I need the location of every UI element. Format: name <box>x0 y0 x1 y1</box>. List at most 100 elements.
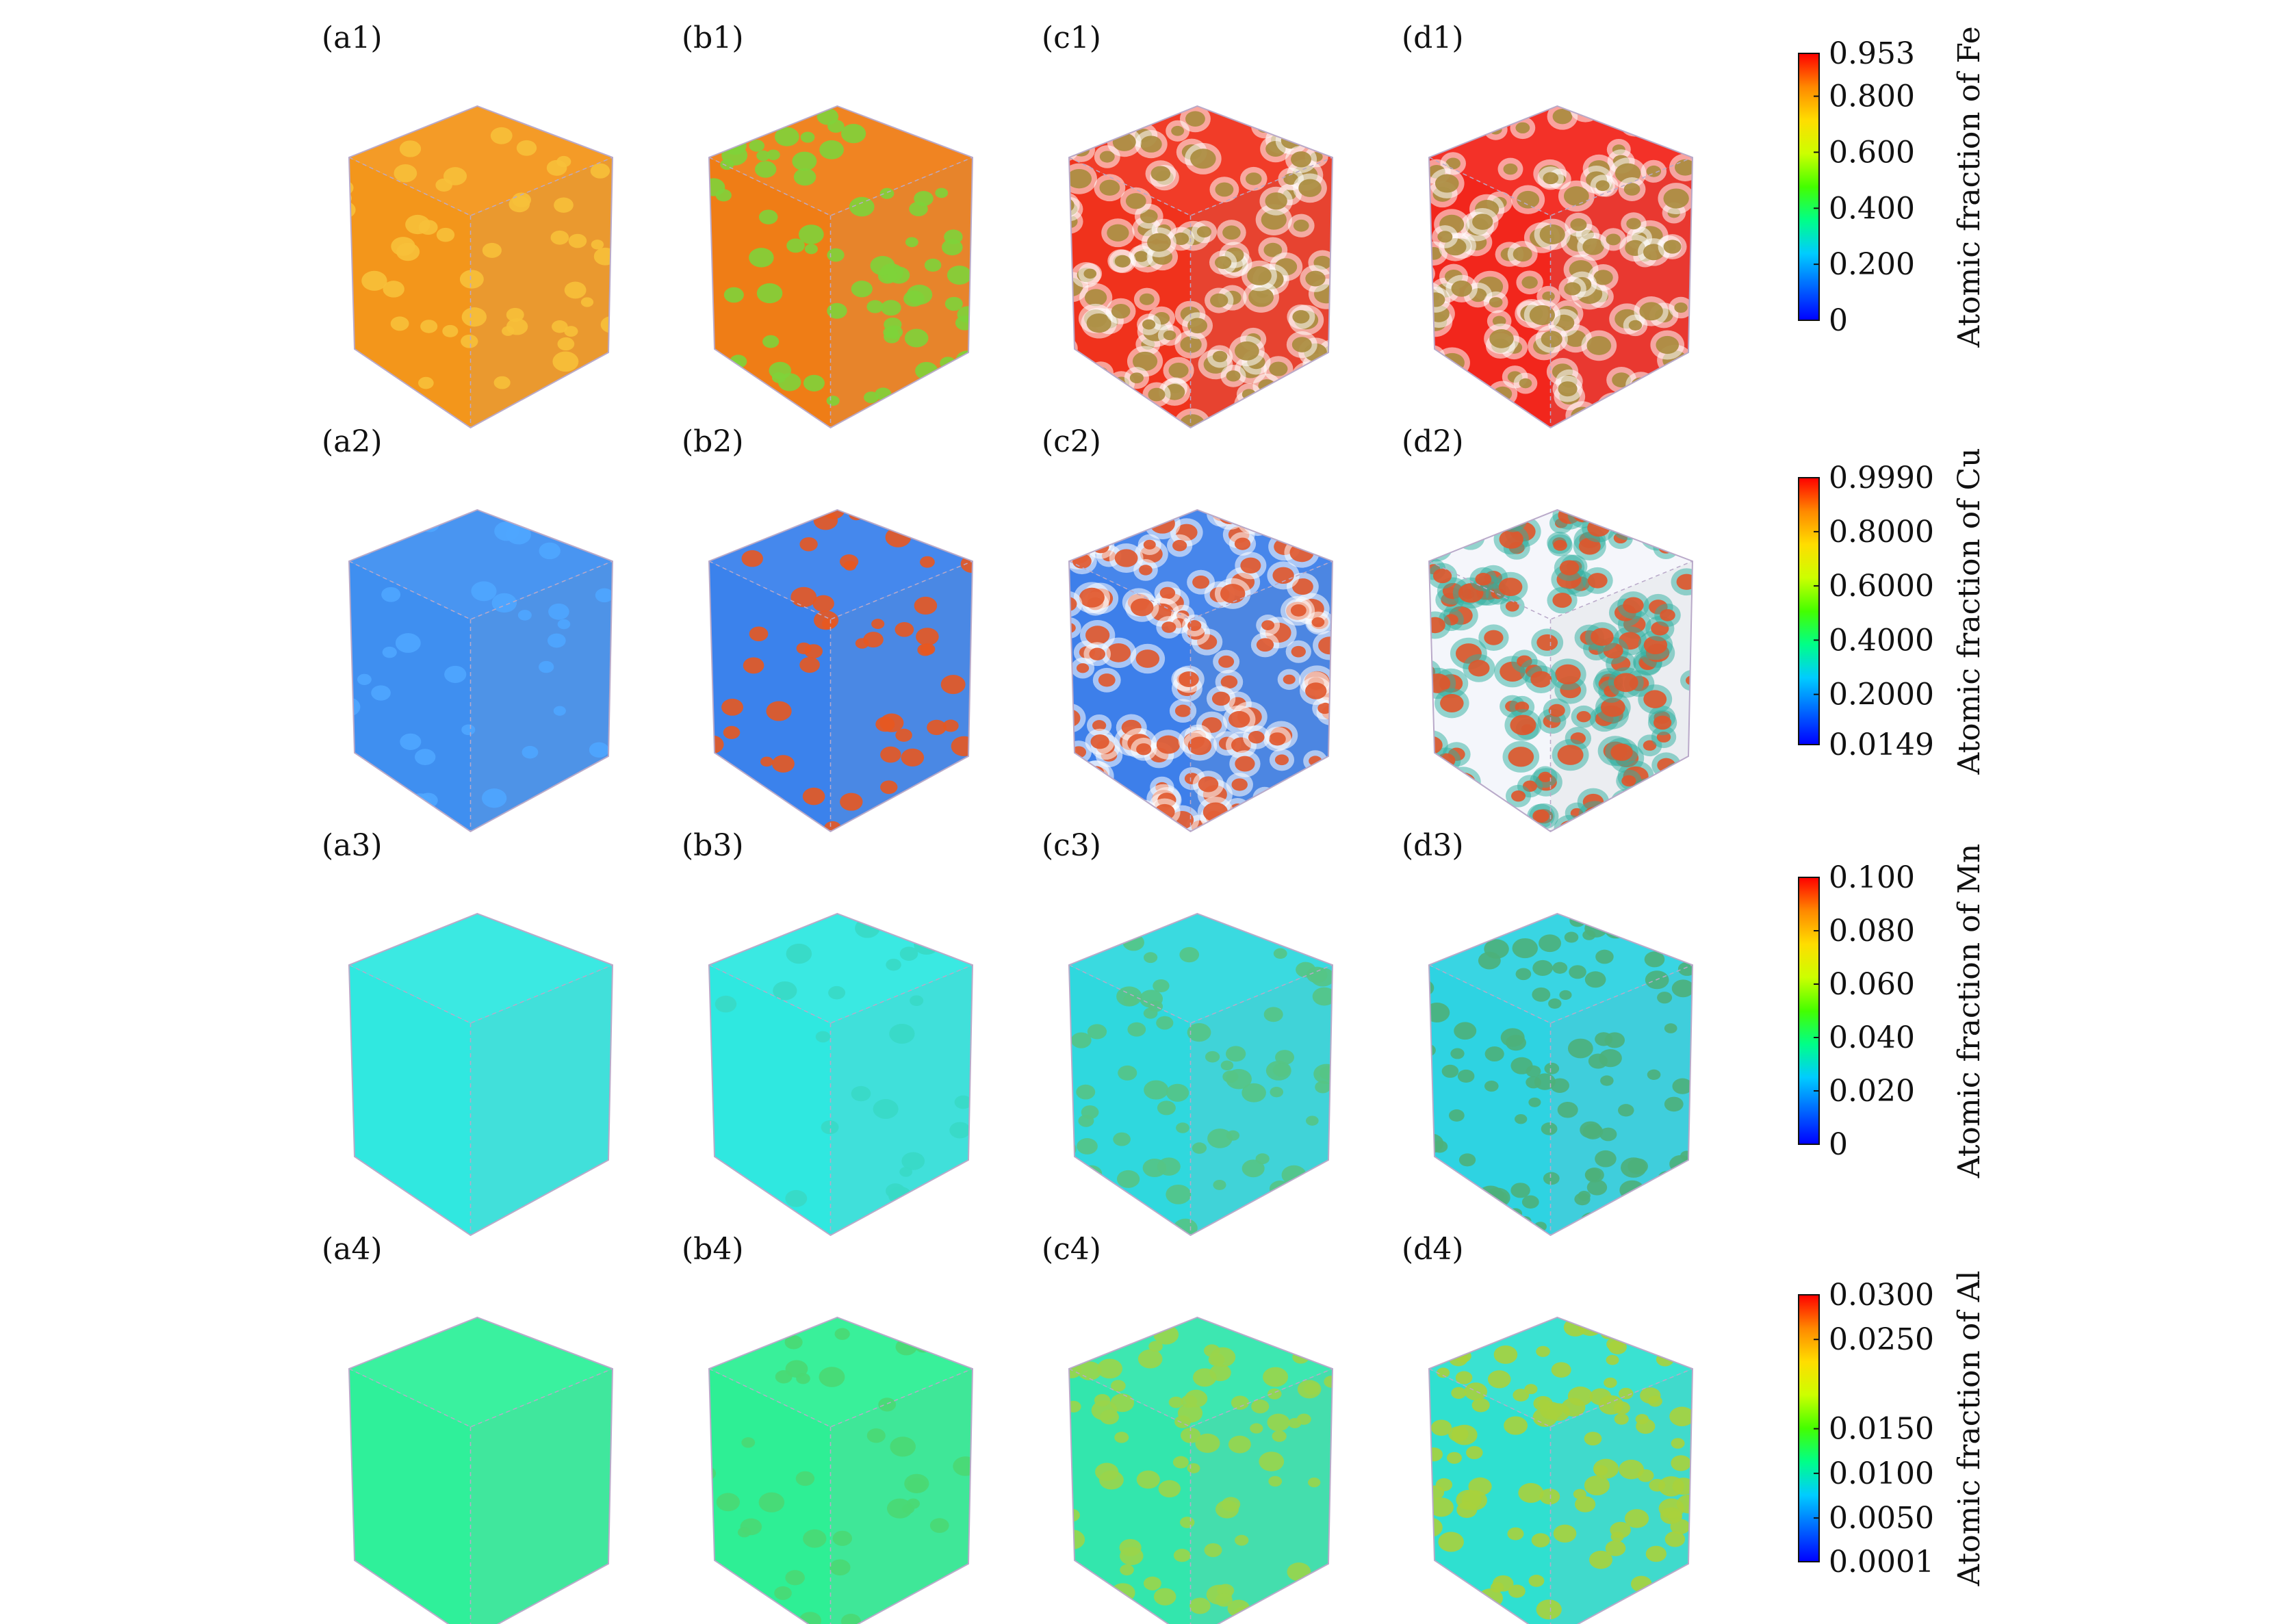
colorbar-tick-label: 0.9990 <box>1829 461 1934 495</box>
precipitate <box>1451 1424 1478 1445</box>
precipitate <box>1440 694 1464 712</box>
precipitate <box>1587 914 1601 924</box>
precipitate <box>840 792 863 811</box>
precipitate <box>917 643 934 656</box>
precipitate <box>1153 1324 1179 1345</box>
precipitate <box>1130 408 1152 425</box>
precipitate <box>799 1612 822 1624</box>
panel-label: (a4) <box>322 1232 383 1267</box>
precipitate <box>571 372 585 383</box>
cube-edges <box>1428 105 1694 429</box>
precipitate <box>1600 1075 1614 1086</box>
precipitate <box>1515 968 1532 981</box>
precipitate <box>1247 266 1272 285</box>
colorbar-tick-label: 0.080 <box>1829 914 1915 949</box>
precipitate <box>1631 377 1651 394</box>
precipitate <box>564 326 578 337</box>
precipitate <box>1069 708 1081 727</box>
precipitate <box>1472 214 1493 230</box>
precipitate <box>1272 567 1294 584</box>
precipitate <box>778 809 793 821</box>
precipitate <box>880 746 901 763</box>
precipitate <box>1489 329 1514 348</box>
precipitate <box>1543 172 1559 185</box>
precipitate <box>1557 1102 1578 1118</box>
precipitate <box>1214 256 1232 270</box>
precipitate <box>1664 1023 1677 1033</box>
precipitate <box>1435 383 1451 396</box>
panel-label: (d4) <box>1402 1232 1464 1267</box>
precipitate <box>1190 149 1216 169</box>
precipitate <box>709 1466 717 1481</box>
precipitate <box>400 733 422 750</box>
precipitate <box>1511 790 1526 802</box>
precipitate <box>1484 1046 1504 1062</box>
precipitate <box>1077 1343 1098 1360</box>
precipitate <box>1521 1195 1539 1209</box>
precipitate <box>1083 268 1097 279</box>
precipitate <box>1100 1409 1119 1425</box>
precipitate <box>784 1335 803 1350</box>
precipitate <box>1465 510 1478 516</box>
precipitate <box>1228 710 1250 728</box>
precipitate <box>1559 990 1572 1000</box>
precipitate <box>1097 1358 1123 1379</box>
precipitate <box>552 351 579 372</box>
precipitate <box>1639 302 1663 321</box>
precipitate <box>1220 584 1246 604</box>
precipitate <box>746 808 761 820</box>
cube-edges <box>1428 508 1694 833</box>
precipitate <box>1114 1432 1129 1443</box>
precipitate <box>1614 1413 1629 1425</box>
precipitate <box>557 619 571 630</box>
precipitate <box>1250 1423 1263 1434</box>
precipitate <box>1218 655 1235 668</box>
precipitate <box>1541 331 1562 348</box>
precipitate <box>1521 276 1538 289</box>
precipitate <box>749 140 765 152</box>
precipitate <box>1306 966 1328 983</box>
precipitate <box>1143 1576 1161 1590</box>
precipitate <box>765 116 780 128</box>
precipitate <box>1135 649 1160 668</box>
precipitate <box>1265 192 1287 210</box>
precipitate <box>1069 596 1077 612</box>
precipitate <box>1313 800 1333 815</box>
precipitate <box>709 710 713 721</box>
precipitate <box>840 124 866 144</box>
precipitate <box>1129 1217 1150 1234</box>
precipitate <box>732 801 756 820</box>
precipitate <box>1578 1191 1591 1201</box>
precipitate <box>1317 702 1333 714</box>
precipitate <box>1210 293 1228 308</box>
precipitate <box>1672 1199 1690 1213</box>
precipitate <box>728 511 751 529</box>
precipitate <box>1531 1533 1550 1548</box>
precipitate <box>812 595 834 613</box>
precipitate <box>1069 747 1072 762</box>
panel-grid: (a1) (b1) (c1) (d1) (a2) (b2) (c2) (d2) (a3) (b3)… <box>322 21 1694 1624</box>
precipitate <box>767 149 780 160</box>
precipitate <box>1234 537 1251 550</box>
precipitate <box>1668 387 1686 402</box>
precipitate <box>1569 965 1586 979</box>
precipitate <box>749 626 769 642</box>
precipitate <box>1123 994 1139 1006</box>
precipitate <box>1429 736 1443 754</box>
panel-label: (a3) <box>322 828 383 863</box>
colorbar-tick-label: 0.0149 <box>1829 727 1934 762</box>
precipitate <box>1291 645 1306 658</box>
precipitate <box>709 758 721 770</box>
precipitate <box>1078 510 1103 520</box>
precipitate <box>756 283 783 304</box>
precipitate <box>1268 732 1286 746</box>
precipitate <box>516 140 537 156</box>
precipitate <box>1318 385 1333 404</box>
precipitate <box>1463 802 1483 818</box>
precipitate <box>1662 510 1686 524</box>
precipitate <box>774 1586 792 1600</box>
precipitate <box>1613 673 1638 693</box>
precipitate <box>866 300 884 313</box>
colorbar-tick-label: 0.953 <box>1829 36 1915 71</box>
